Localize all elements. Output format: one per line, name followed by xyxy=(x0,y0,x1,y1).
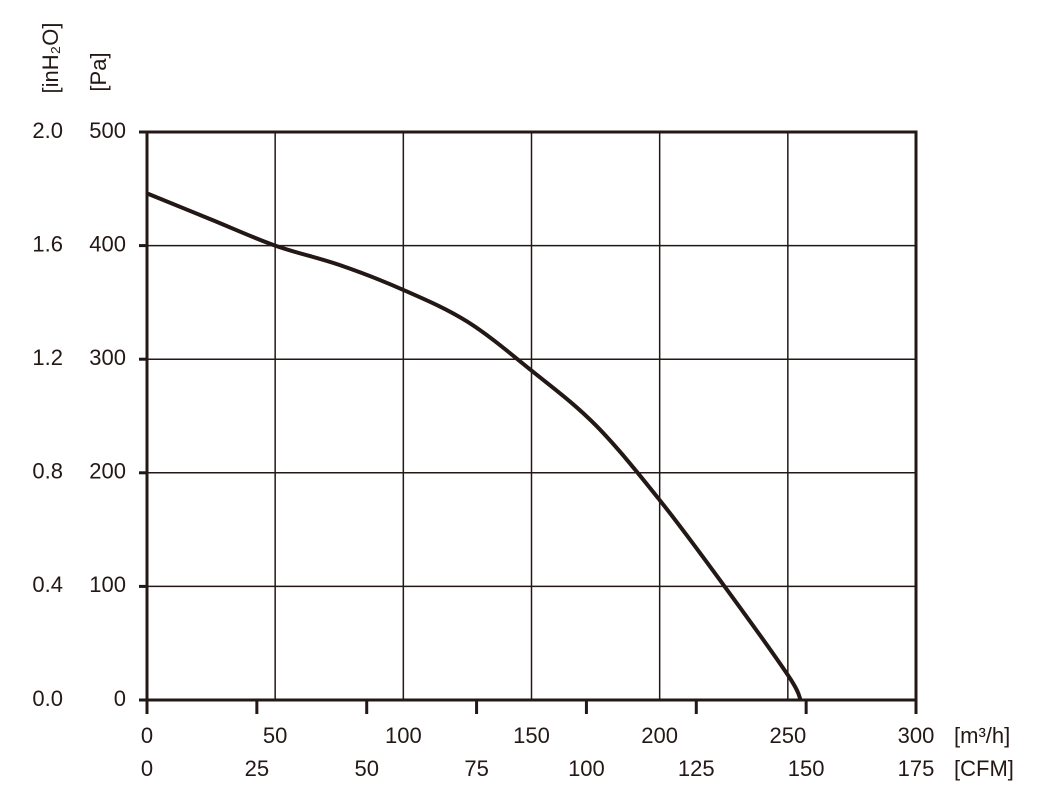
y2-tick-label: 1.6 xyxy=(32,231,63,256)
y-tick-label: 100 xyxy=(89,572,126,597)
x-tick-label: 100 xyxy=(385,723,422,748)
y2-axis-label: [inH₂O] xyxy=(38,23,63,94)
curve xyxy=(146,191,803,701)
x2-tick-label: 100 xyxy=(568,756,605,781)
x2-tick-label: 150 xyxy=(788,756,825,781)
y-tick-label: 400 xyxy=(89,231,126,256)
x-tick-label: 150 xyxy=(513,723,550,748)
y2-tick-label: 0.0 xyxy=(32,686,63,711)
x-tick-label: 0 xyxy=(141,723,153,748)
x-tick-label: 200 xyxy=(641,723,678,748)
x-tick-label: 250 xyxy=(769,723,806,748)
x2-tick-label: 25 xyxy=(245,756,269,781)
y-axis-label: [Pa] xyxy=(86,52,111,91)
x-axis-label: [m³/h] xyxy=(954,723,1010,748)
x2-tick-label: 50 xyxy=(354,756,378,781)
plot-frame xyxy=(145,130,918,702)
x2-axis-label: [CFM] xyxy=(954,756,1014,781)
y-tick-label: 500 xyxy=(89,118,126,143)
y-tick-label: 200 xyxy=(89,459,126,484)
x2-tick-label: 125 xyxy=(678,756,715,781)
x2-tick-label: 0 xyxy=(141,756,153,781)
x-tick-label: 50 xyxy=(263,723,287,748)
y2-tick-label: 2.0 xyxy=(32,118,63,143)
y2-tick-label: 0.4 xyxy=(32,572,63,597)
x2-tick-label: 75 xyxy=(464,756,488,781)
y-tick-label: 300 xyxy=(89,345,126,370)
x2-tick-label: 175 xyxy=(898,756,935,781)
y2-tick-label: 0.8 xyxy=(32,459,63,484)
x-tick-label: 300 xyxy=(898,723,935,748)
y2-tick-label: 1.2 xyxy=(32,345,63,370)
y-tick-label: 0 xyxy=(114,686,126,711)
